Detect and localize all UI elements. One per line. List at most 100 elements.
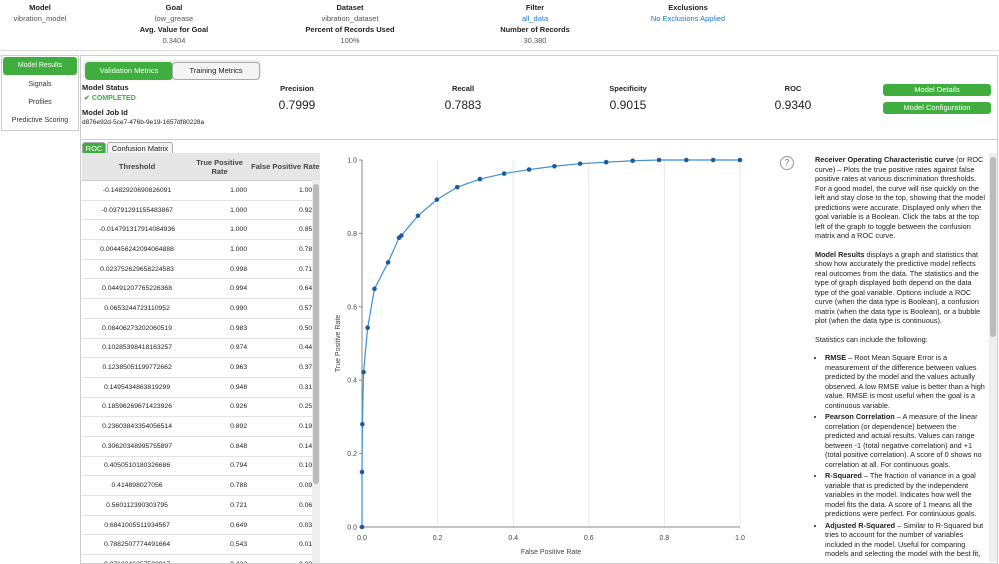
- field-label: Model: [29, 3, 51, 12]
- roc-point: [477, 176, 483, 182]
- roc-point: [359, 469, 365, 475]
- roc-point: [710, 157, 716, 163]
- roc-point: [399, 233, 404, 238]
- cell: 0.10285398418163257: [102, 344, 172, 352]
- help-icon[interactable]: ?: [780, 156, 794, 170]
- table-row: 0.023752629658224583 0.998 0.716: [82, 260, 320, 280]
- bold-text: Model Results: [815, 249, 865, 259]
- status-label: Model Status: [82, 83, 129, 92]
- cell: 0.560112390303795: [106, 501, 168, 509]
- paragraph: Model Results displays a graph and stati…: [815, 250, 987, 326]
- cell: 0.04491207765226368: [102, 285, 172, 293]
- roc-point: [360, 421, 365, 427]
- roc-point: [526, 167, 532, 172]
- cell: 0.8712246257500917: [82, 561, 192, 563]
- cell: 0.414898027056: [111, 482, 163, 490]
- metric: ROC 0.9340: [733, 84, 853, 112]
- y-axis-label: True Positive Rate: [335, 315, 342, 372]
- field-label: Filter: [525, 3, 545, 12]
- button[interactable]: Model Configuration: [883, 102, 991, 114]
- cell: 0.926: [230, 403, 248, 411]
- cell: 0.646: [298, 285, 316, 293]
- bullet: RMSE – Root Mean Square Error is a measu…: [825, 353, 987, 410]
- table-row: 0.1495434863819299 0.948 0.312: [82, 378, 320, 398]
- table-row: 0.04491207765226368 0.994 0.646: [82, 279, 320, 300]
- text: Statistics can include the following:: [815, 334, 928, 344]
- cell: 0.23603843354056514: [102, 423, 172, 431]
- y-tick-label: 1.0: [347, 158, 357, 165]
- divider: [81, 139, 997, 140]
- x-tick-label: 1.0: [735, 535, 745, 542]
- cell: 0.7882507774491664: [103, 541, 171, 549]
- scrollbar: [312, 180, 320, 563]
- roc-point: [630, 158, 635, 164]
- cell: 0.998: [230, 265, 248, 273]
- cell: 1.000: [230, 206, 248, 214]
- cell: 0.848: [230, 442, 248, 450]
- cell: 0.649: [230, 521, 248, 529]
- cell: 1.000: [230, 186, 248, 194]
- text: (or ROC curve) – Plots the true positive…: [815, 155, 985, 240]
- table-row: 0.18596269671423926 0.926 0.252: [82, 398, 320, 418]
- cell: 0.12385051199772662: [102, 364, 172, 372]
- text: – The fraction of variance in a goal var…: [825, 471, 977, 518]
- field-label: Dataset: [336, 3, 364, 12]
- cell: 0.509: [298, 324, 316, 332]
- subtab[interactable]: ROC: [82, 142, 106, 155]
- table-row: 0.414898027056 0.788 0.098: [82, 476, 320, 496]
- table-row: 0.0653244723110952 0.990 0.577: [82, 299, 320, 319]
- field-label: Goal: [165, 3, 183, 12]
- nav-item[interactable]: Signals: [28, 81, 52, 88]
- metric-value: 0.7883: [444, 98, 482, 112]
- x-tick-label: 0.6: [584, 535, 594, 542]
- stat-value: 30,380: [523, 36, 547, 45]
- bold-text: R-Squared: [825, 471, 862, 480]
- cell: 0.4050510180326686: [103, 462, 171, 470]
- paragraph: Receiver Operating Characteristic curve …: [815, 155, 987, 241]
- tab[interactable]: Validation Metrics: [85, 62, 173, 80]
- bold-text: Pearson Correlation: [825, 412, 895, 421]
- bold-text: Receiver Operating Characteristic curve: [815, 155, 955, 164]
- field-label: Exclusions: [668, 3, 708, 12]
- field-value: low_grease: [154, 14, 194, 23]
- roc-point: [684, 157, 689, 163]
- cell: 0.794: [230, 462, 248, 470]
- cell: 0.974: [230, 344, 248, 352]
- bold-text: Adjusted R-Squared: [825, 520, 896, 530]
- cell: 0.0653244723110952: [104, 304, 170, 312]
- table-row: -0.03791291155483867 1.000 0.929: [82, 201, 320, 221]
- table-row: -0.1482920690826091 1.000 1.000: [82, 181, 320, 201]
- nav-item[interactable]: Model Results: [3, 57, 77, 75]
- header-field: Goal low_grease: [94, 3, 254, 23]
- table-row: 0.10285398418163257 0.974 0.442: [82, 339, 320, 359]
- header-stat: Avg. Value for Goal 0.3404: [94, 25, 254, 45]
- metric-label: Precision: [280, 84, 314, 93]
- stat-value: 100%: [340, 36, 360, 45]
- cell: 0.543: [230, 541, 248, 549]
- field-value: vibration_dataset: [321, 14, 379, 23]
- tab[interactable]: Training Metrics: [172, 62, 260, 80]
- cell: 0.948: [230, 383, 248, 391]
- cell: 0.786: [298, 245, 316, 253]
- text: – Similar to R-Squared but tries to acco…: [825, 520, 984, 559]
- table-row: -0.014791317914084936 1.000 0.858: [82, 220, 320, 241]
- header-field: Filter all_data: [455, 3, 615, 23]
- metric: Recall 0.7883: [403, 84, 523, 112]
- roc-point: [385, 260, 391, 265]
- cell: 0.004: [251, 561, 320, 563]
- roc-point: [359, 524, 365, 530]
- cell: 0.312: [298, 383, 316, 391]
- nav-item[interactable]: Predictive Scoring: [11, 117, 69, 124]
- nav-item[interactable]: Profiles: [28, 99, 52, 106]
- cell: 0.376: [298, 364, 316, 372]
- table-row: 0.7882507774491664 0.543 0.015: [82, 535, 320, 556]
- button[interactable]: Model Details: [883, 84, 991, 96]
- x-tick-label: 0.8: [660, 535, 670, 542]
- cell: 0.148: [298, 442, 316, 450]
- y-tick-label: 0.0: [347, 525, 357, 532]
- cell: -0.014791317914084936: [99, 226, 176, 234]
- header-field: Exclusions No Exclusions Applied: [608, 3, 768, 23]
- cell: 0.990: [230, 304, 248, 312]
- cell: 1.000: [230, 245, 248, 253]
- roc-point: [365, 325, 370, 331]
